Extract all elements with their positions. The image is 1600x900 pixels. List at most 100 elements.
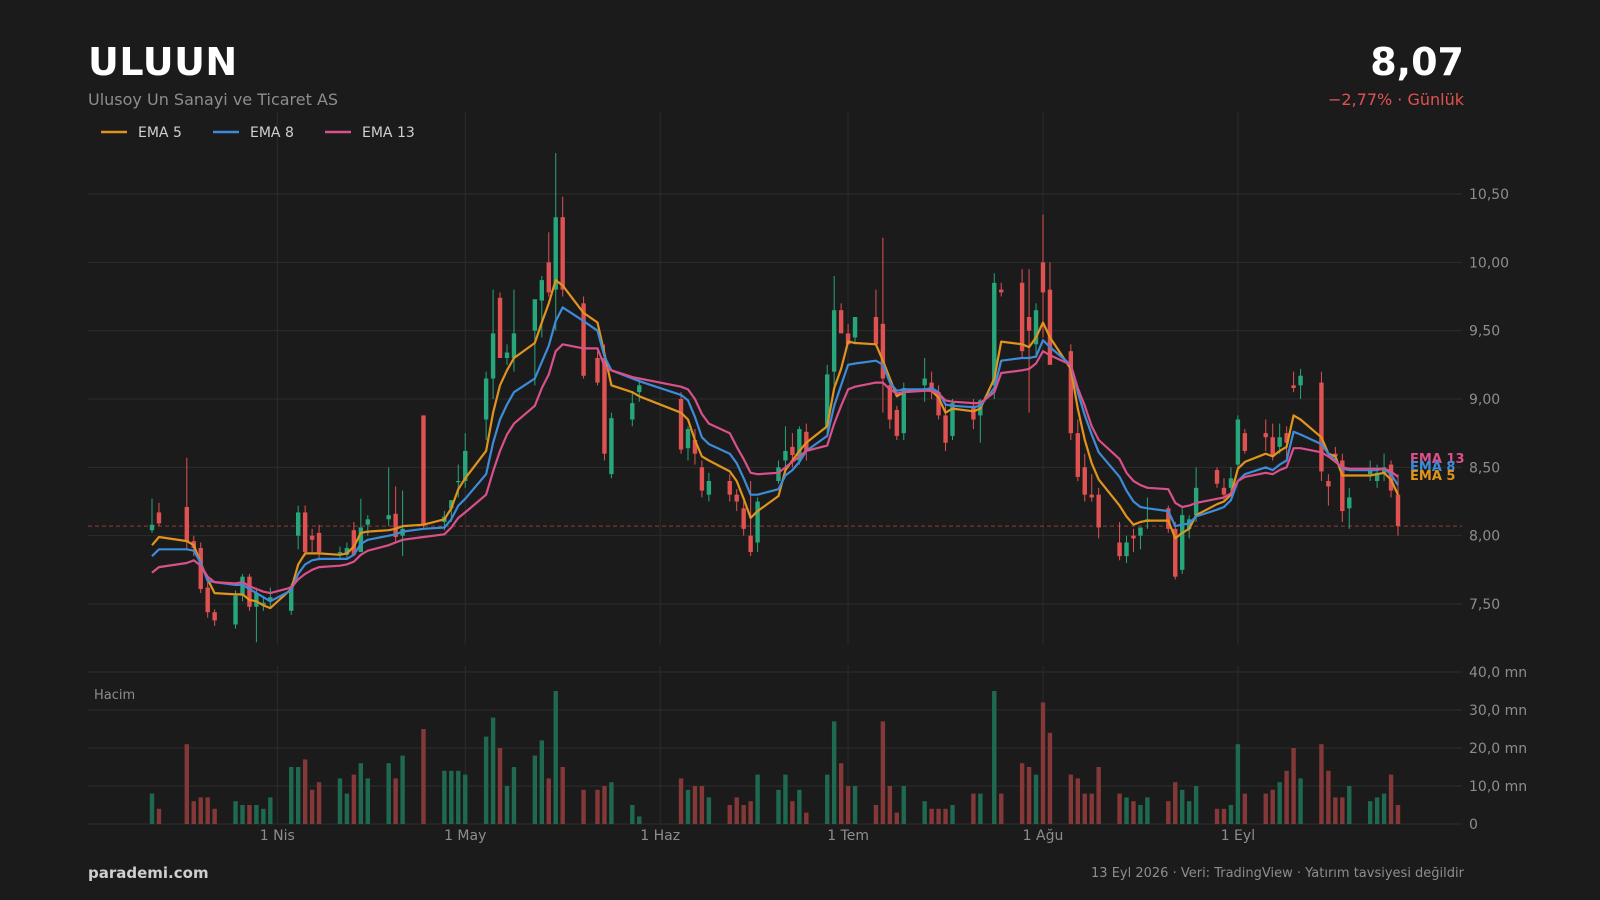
volume-bar bbox=[1089, 793, 1094, 824]
candle-body bbox=[1131, 535, 1136, 539]
price-tick-label: 9,00 bbox=[1469, 392, 1500, 408]
volume-bar bbox=[1291, 748, 1296, 824]
candle-body bbox=[922, 378, 927, 386]
candle-body bbox=[1214, 470, 1220, 484]
volume-bar bbox=[609, 782, 614, 824]
volume-bar bbox=[393, 778, 398, 824]
candle-body bbox=[1033, 310, 1039, 345]
volume-tick-label: 40,0 mn bbox=[1469, 665, 1527, 681]
volume-bar bbox=[734, 797, 739, 824]
candle-body bbox=[1298, 375, 1303, 386]
volume-bar bbox=[240, 805, 245, 824]
candle-body bbox=[699, 467, 705, 491]
volume-bar bbox=[1075, 778, 1080, 824]
volume-bar bbox=[247, 805, 252, 824]
candle-body bbox=[1381, 467, 1387, 475]
candle-body bbox=[268, 597, 273, 600]
candle-body bbox=[393, 513, 398, 538]
candle-body bbox=[797, 429, 802, 461]
candle-body bbox=[233, 595, 238, 625]
volume-bar bbox=[873, 805, 879, 824]
volume-bar bbox=[1367, 801, 1373, 824]
candle-body bbox=[936, 392, 941, 416]
candle-body bbox=[1089, 494, 1094, 498]
time-tick-label: 1 Eyl bbox=[1221, 828, 1255, 844]
volume-bar bbox=[261, 808, 266, 824]
candle-body bbox=[971, 405, 976, 420]
volume-bar bbox=[992, 691, 997, 824]
price-tick-label: 10,00 bbox=[1469, 255, 1509, 271]
candle-body bbox=[609, 418, 614, 475]
candle-body bbox=[289, 586, 294, 611]
volume-bar bbox=[337, 778, 343, 824]
candle-body bbox=[302, 512, 308, 553]
candle-body bbox=[212, 612, 217, 621]
candle-body bbox=[1374, 472, 1380, 481]
legend-label: EMA 8 bbox=[250, 125, 294, 141]
volume-bar bbox=[637, 816, 642, 824]
volume-bar bbox=[783, 774, 788, 824]
volume-bar bbox=[490, 717, 496, 824]
volume-bar bbox=[894, 812, 900, 824]
volume-bar bbox=[838, 763, 844, 824]
volume-bar bbox=[825, 774, 830, 824]
volume-bar bbox=[929, 808, 934, 824]
volume-bar bbox=[1145, 797, 1150, 824]
volume-bar bbox=[1131, 801, 1136, 824]
volume-bar bbox=[755, 774, 760, 824]
candle-body bbox=[741, 508, 746, 529]
candle-body bbox=[1326, 481, 1331, 487]
candle-body bbox=[1096, 494, 1101, 528]
volume-bar bbox=[1298, 778, 1303, 824]
candle-body bbox=[1395, 494, 1401, 527]
candle-body bbox=[1340, 460, 1345, 512]
candle-body bbox=[386, 515, 391, 520]
candle-body bbox=[1333, 453, 1338, 457]
volume-bar bbox=[943, 808, 948, 824]
candle-body bbox=[748, 535, 753, 553]
volume-bar bbox=[1263, 793, 1268, 824]
volume-bar bbox=[706, 797, 712, 824]
candle-body bbox=[560, 217, 565, 290]
volume-bar bbox=[1284, 770, 1289, 824]
candle-body bbox=[149, 524, 155, 531]
candle-body bbox=[1242, 433, 1248, 451]
volume-bar bbox=[184, 744, 190, 824]
volume-bar bbox=[254, 805, 259, 824]
candle-body bbox=[852, 317, 858, 338]
candle-body bbox=[1235, 419, 1241, 465]
volume-bar bbox=[1173, 782, 1178, 824]
candle-body bbox=[483, 378, 489, 420]
volume-bar bbox=[560, 767, 565, 824]
volume-bar bbox=[1395, 805, 1401, 824]
volume-bar bbox=[685, 789, 691, 824]
volume-bar bbox=[1124, 797, 1129, 824]
price-tick-label: 10,50 bbox=[1469, 187, 1509, 203]
candle-body bbox=[344, 547, 350, 555]
candle-body bbox=[706, 481, 712, 495]
volume-bar bbox=[449, 770, 454, 824]
volume-bar bbox=[1033, 774, 1039, 824]
candle-body bbox=[943, 415, 948, 443]
legend-label: EMA 5 bbox=[138, 125, 182, 141]
volume-bar bbox=[950, 805, 955, 824]
volume-bar bbox=[546, 778, 551, 824]
candle-body bbox=[546, 262, 551, 293]
volume-bar bbox=[692, 786, 698, 824]
volume-bar bbox=[741, 805, 746, 824]
volume-bar bbox=[198, 797, 203, 824]
volume-bar bbox=[790, 801, 795, 824]
volume-bar bbox=[1340, 797, 1345, 824]
candle-body bbox=[254, 593, 259, 607]
candle-body bbox=[449, 500, 454, 509]
ema-end-label: EMA 5 bbox=[1410, 469, 1455, 484]
candle-body bbox=[1180, 515, 1185, 570]
candle-body bbox=[1228, 478, 1234, 488]
volume-bar bbox=[1068, 774, 1074, 824]
volume-bar bbox=[776, 789, 781, 824]
candle-body bbox=[950, 403, 955, 436]
candle-body bbox=[1388, 464, 1394, 491]
volume-bar bbox=[999, 793, 1004, 824]
volume-bar bbox=[1193, 786, 1199, 824]
